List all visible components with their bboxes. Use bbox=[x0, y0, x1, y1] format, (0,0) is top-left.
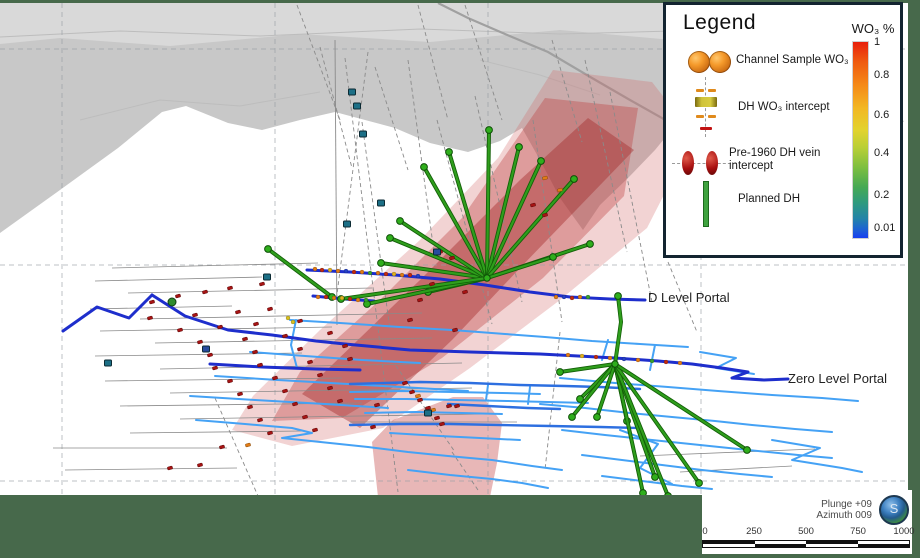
colorbar-tick: 1 bbox=[874, 36, 881, 48]
pre-1960-vein-intercept-icon bbox=[672, 147, 736, 181]
scale-tick: 500 bbox=[798, 526, 814, 537]
legend-item-dh-intercept: DH WO₃ intercept bbox=[738, 101, 830, 113]
zero-level-portal-label: Zero Level Portal bbox=[788, 371, 887, 386]
legend-panel: Legend Channel Sample WO₃ DH WO₃ interce… bbox=[663, 2, 903, 258]
colorbar-tick: 0.6 bbox=[874, 109, 890, 121]
scale-tick: 0 bbox=[702, 526, 708, 537]
legend-item-pre-1960: Pre-1960 DH vein intercept bbox=[729, 147, 821, 172]
legend-item-planned-dh: Planned DH bbox=[738, 193, 801, 205]
colorbar-tick: 0.8 bbox=[874, 69, 890, 81]
colorbar-tick: 0.4 bbox=[874, 147, 890, 159]
colorbar-title: WO₃ % bbox=[851, 21, 895, 36]
channel-sample-sphere-icon bbox=[688, 51, 710, 73]
legend-title: Legend bbox=[683, 11, 757, 34]
scale-bar-ticks: 0 250 500 750 1000 bbox=[702, 526, 914, 538]
colorbar-tick: 0.01 bbox=[874, 222, 896, 234]
view-orientation-readout: Plunge +09 Azimuth 009 bbox=[816, 499, 872, 521]
azimuth-readout: Azimuth 009 bbox=[816, 510, 872, 521]
scale-tick: 1000 bbox=[893, 526, 915, 537]
scale-tick: 250 bbox=[746, 526, 762, 537]
compass-orb-icon[interactable]: S bbox=[879, 495, 909, 525]
colorbar-tick: 0.2 bbox=[874, 189, 890, 201]
planned-dh-icon bbox=[703, 181, 709, 227]
compass-letter: S bbox=[889, 501, 899, 516]
legend-item-channel-sample: Channel Sample WO₃ bbox=[736, 54, 849, 66]
d-level-portal-label: D Level Portal bbox=[648, 290, 730, 305]
wo3-colorbar bbox=[852, 41, 869, 239]
scale-tick: 750 bbox=[850, 526, 866, 537]
channel-sample-sphere-icon bbox=[709, 51, 731, 73]
plunge-readout: Plunge +09 bbox=[821, 499, 872, 510]
dh-intercept-icon bbox=[692, 77, 720, 137]
scale-bar bbox=[702, 540, 910, 548]
scale-overlay-panel: Plunge +09 Azimuth 009 S 0 250 500 750 1… bbox=[702, 490, 915, 554]
